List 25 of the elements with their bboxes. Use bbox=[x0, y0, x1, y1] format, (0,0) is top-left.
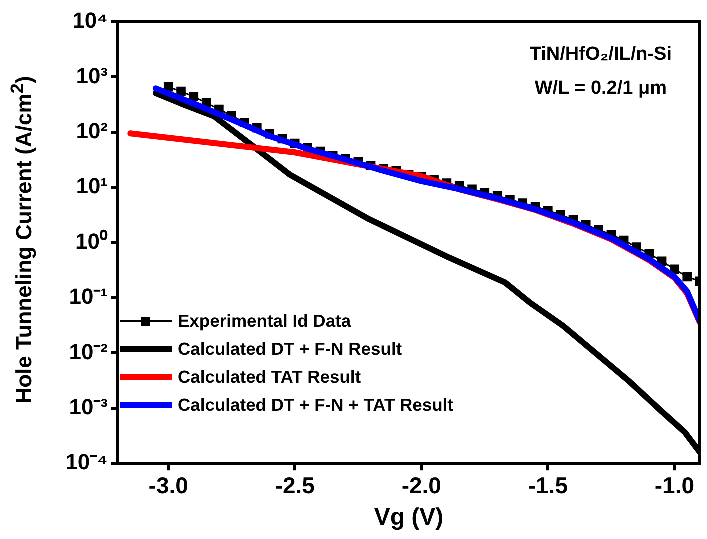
y-tick-label: 10⁰ bbox=[76, 228, 108, 254]
y-tick-label: 10³ bbox=[76, 63, 108, 88]
y-tick-label: 10² bbox=[76, 118, 108, 144]
annotation: TiN/HfO₂/IL/n-Si bbox=[530, 43, 672, 67]
legend-label: Calculated DT + F-N + TAT Result bbox=[178, 394, 454, 417]
x-tick-label: -3.0 bbox=[148, 472, 188, 499]
x-axis-title: Vg (V) bbox=[374, 504, 444, 532]
point bbox=[670, 264, 680, 274]
legend-label: Calculated DT + F-N Result bbox=[178, 338, 402, 361]
annotation: W/L = 0.2/1 μm bbox=[534, 77, 668, 101]
legend-label: Calculated TAT Result bbox=[178, 366, 362, 389]
y-tick-label: 10⁴ bbox=[72, 8, 108, 34]
point bbox=[189, 92, 199, 102]
x-tick-label: -2.5 bbox=[275, 472, 316, 499]
x-tick-label: -1.5 bbox=[528, 472, 568, 499]
x-tick-label: -1.0 bbox=[654, 472, 695, 499]
point bbox=[682, 272, 692, 282]
x-tick-label: -2.0 bbox=[402, 472, 442, 499]
legend-label: Experimental Id Data bbox=[178, 310, 352, 333]
point bbox=[176, 86, 186, 96]
y-tick-label: 10⁻³ bbox=[69, 394, 108, 420]
y-tick-label: 10⁻¹ bbox=[69, 284, 108, 310]
y-tick-label: 10⁻⁴ bbox=[66, 450, 108, 475]
y-tick-label: 10⁻² bbox=[69, 339, 108, 364]
y-tick-label: 10¹ bbox=[76, 174, 108, 199]
